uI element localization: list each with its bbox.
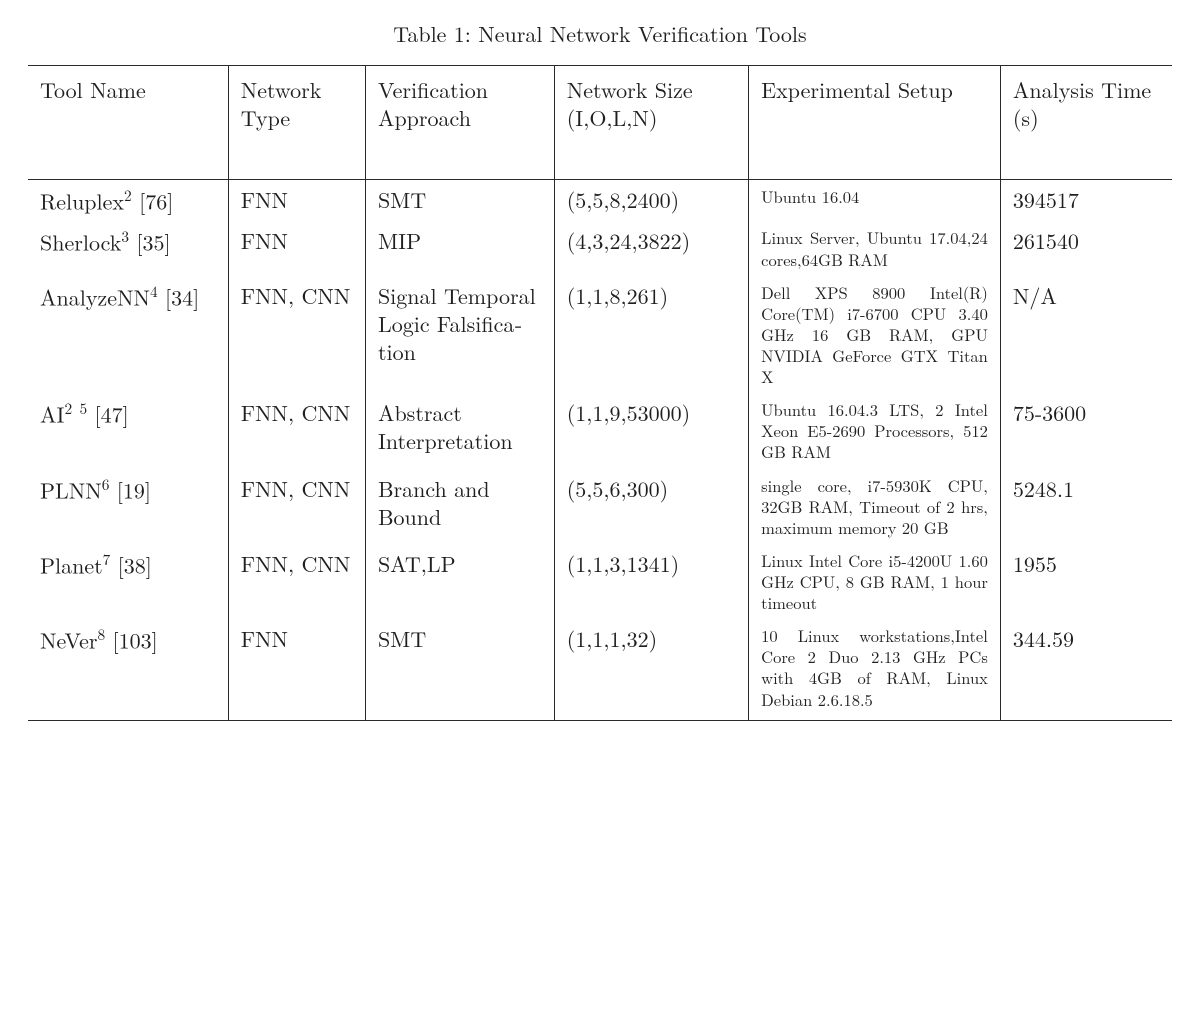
cell-time: 344.59 [1000,619,1172,720]
cell-size: (5,5,8,2400) [554,180,748,222]
cell-setup: single core, i7-5930K CPU, 32GB RAM, Tim… [749,469,1001,544]
cell-size: (1,1,9,53000) [554,393,748,468]
cell-setup: Ubuntu 16.04.3 LTS, 2 Intel Xeon E5-2690… [749,393,1001,468]
col-time: Analysis Time (s) [1000,66,1172,180]
cell-tool-name: PLNN6 [19] [28,469,228,544]
cell-setup: Dell XPS 8900 Intel(R) Core(TM) i7-6700 … [749,276,1001,394]
cell-approach: SMT [365,619,554,720]
cell-tool-name: Planet7 [38] [28,544,228,619]
cell-size: (1,1,8,261) [554,276,748,394]
cell-tool-name: Reluplex2 [76] [28,180,228,222]
cell-approach: SAT,LP [365,544,554,619]
cell-tool-name: NeVer8 [103] [28,619,228,720]
col-approach: Verification Approach [365,66,554,180]
table-header: Tool Name Network Type Verification Appr… [28,66,1172,180]
table-body: Reluplex2 [76]FNNSMT(5,5,8,2400)Ubuntu 1… [28,180,1172,721]
cell-tool-name: Sherlock3 [35] [28,221,228,275]
table-row: AnalyzeNN4 [34]FNN, CNNSignal Tem­poral … [28,276,1172,394]
cell-time: 394517 [1000,180,1172,222]
cell-size: (1,1,3,1341) [554,544,748,619]
table-row: PLNN6 [19]FNN, CNNBranch and Bound(5,5,6… [28,469,1172,544]
cell-time: 5248.1 [1000,469,1172,544]
cell-network-type: FNN, CNN [228,276,365,394]
table-caption: Table 1: Neural Network Verification Too… [28,18,1172,49]
cell-time: N/A [1000,276,1172,394]
cell-network-type: FNN [228,619,365,720]
cell-approach: Abstract Interpreta­tion [365,393,554,468]
cell-network-type: FNN, CNN [228,469,365,544]
cell-size: (5,5,6,300) [554,469,748,544]
cell-setup: Linux Intel Core i5-4200U 1.60 GHz CPU, … [749,544,1001,619]
col-size: Network Size (I,O,L,N) [554,66,748,180]
cell-time: 1955 [1000,544,1172,619]
cell-network-type: FNN, CNN [228,544,365,619]
cell-approach: Branch and Bound [365,469,554,544]
verification-tools-table: Tool Name Network Type Verification Appr… [28,65,1172,721]
col-network-type: Network Type [228,66,365,180]
table-row: AI2 5 [47]FNN, CNNAbstract Interpreta­ti… [28,393,1172,468]
table-row: Planet7 [38]FNN, CNNSAT,LP(1,1,3,1341)Li… [28,544,1172,619]
table-row: NeVer8 [103]FNNSMT(1,1,1,32)10 Linux wor… [28,619,1172,720]
cell-time: 75-3600 [1000,393,1172,468]
cell-approach: Signal Tem­poral Logic Falsifica­tion [365,276,554,394]
table-row: Reluplex2 [76]FNNSMT(5,5,8,2400)Ubuntu 1… [28,180,1172,222]
cell-setup: 10 Linux worksta­tions,Intel Core 2 Duo … [749,619,1001,720]
cell-setup: Ubuntu 16.04 [749,180,1001,222]
cell-time: 261540 [1000,221,1172,275]
col-setup: Experimental Setup [749,66,1001,180]
cell-tool-name: AI2 5 [47] [28,393,228,468]
cell-network-type: FNN [228,180,365,222]
cell-size: (1,1,1,32) [554,619,748,720]
cell-network-type: FNN [228,221,365,275]
col-tool-name: Tool Name [28,66,228,180]
cell-approach: SMT [365,180,554,222]
cell-tool-name: AnalyzeNN4 [34] [28,276,228,394]
table-row: Sherlock3 [35]FNNMIP(4,3,24,3822)Linux S… [28,221,1172,275]
cell-network-type: FNN, CNN [228,393,365,468]
cell-approach: MIP [365,221,554,275]
cell-setup: Linux Server, Ubuntu 17.04,24 cores,64GB… [749,221,1001,275]
cell-size: (4,3,24,3822) [554,221,748,275]
